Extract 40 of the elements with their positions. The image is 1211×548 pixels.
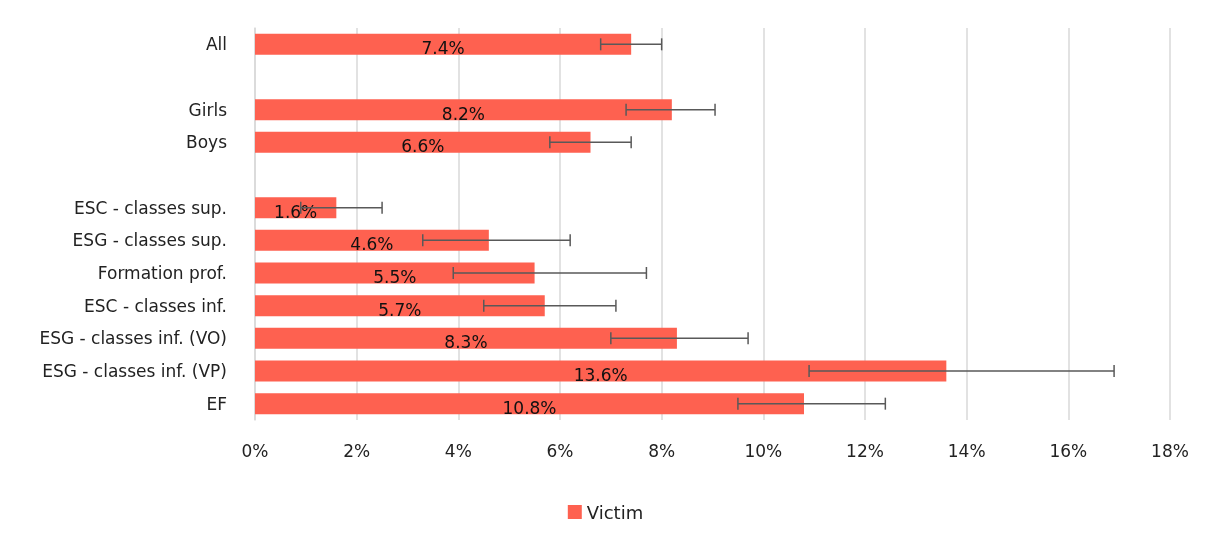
- y-tick-label: ESG - classes inf. (VP): [42, 361, 227, 381]
- y-tick-label: ESC - classes sup.: [73, 197, 227, 218]
- data-label: 6.6%: [401, 136, 445, 157]
- legend-label: Victim: [586, 501, 644, 523]
- x-tick-label: 0%: [241, 440, 269, 461]
- bar: [255, 131, 591, 153]
- x-tick-label: 2%: [343, 440, 371, 461]
- data-label: 13.6%: [573, 365, 628, 385]
- x-tick-label: 8%: [648, 440, 676, 461]
- bar: [255, 33, 632, 55]
- x-tick-label: 4%: [444, 440, 472, 461]
- bar: [255, 393, 804, 415]
- y-tick-label: ESC - classes inf.: [84, 295, 227, 316]
- x-tick-label: 10%: [744, 440, 783, 461]
- data-label: 7.4%: [421, 38, 465, 59]
- x-tick-label: 16%: [1049, 440, 1088, 461]
- bar: [255, 327, 677, 349]
- y-tick-label: All: [205, 34, 227, 55]
- data-label: 5.5%: [373, 267, 417, 287]
- data-label: 8.2%: [441, 103, 486, 124]
- x-tick-label: 18%: [1151, 440, 1189, 461]
- y-tick-label: Boys: [186, 132, 228, 153]
- data-label: 1.6%: [274, 201, 318, 222]
- y-tick-label: EF: [206, 393, 227, 414]
- bar: [255, 262, 535, 284]
- y-tick-label: Girls: [188, 99, 228, 120]
- x-tick-label: 14%: [947, 440, 986, 461]
- bar: [255, 99, 672, 121]
- data-label: 10.8%: [502, 397, 557, 418]
- y-tick-label: ESG - classes inf. (VO): [39, 328, 227, 349]
- bar: [255, 229, 489, 251]
- y-tick-label: Formation prof.: [97, 263, 227, 283]
- y-tick-label: ESG - classes sup.: [72, 230, 227, 251]
- bar: [255, 360, 947, 382]
- x-tick-label: 6%: [546, 440, 574, 461]
- x-tick-label: 12%: [846, 440, 884, 461]
- bar: [255, 295, 545, 317]
- data-label: 8.3%: [444, 332, 488, 353]
- data-label: 4.6%: [350, 234, 394, 255]
- data-label: 5.7%: [378, 299, 422, 320]
